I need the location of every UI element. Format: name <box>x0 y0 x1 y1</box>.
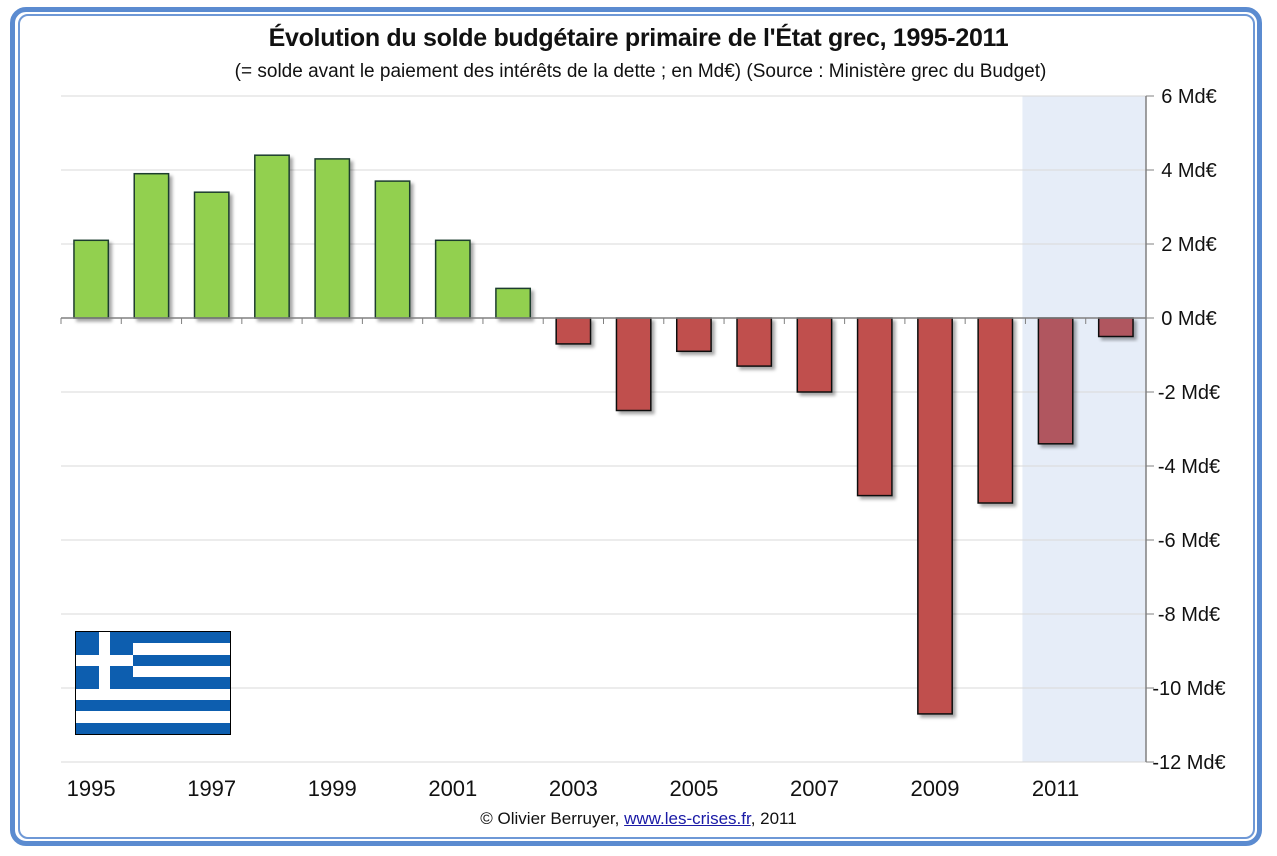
bar-2009 <box>917 317 953 715</box>
x-tick-label: 1997 <box>187 776 236 801</box>
x-tick-label: 2011 <box>1032 776 1079 801</box>
chart-frame-outer <box>10 7 1262 846</box>
bar-1996 <box>133 172 170 319</box>
x-tick-label: 2001 <box>428 776 477 801</box>
x-tick-label: 2009 <box>911 776 960 801</box>
bars <box>73 154 1134 715</box>
bar-1995 <box>73 239 110 319</box>
y-tick-label: -10 Md€ <box>1152 678 1225 700</box>
bar-2011 <box>1037 317 1074 445</box>
bar-2003 <box>555 317 592 345</box>
bar-2000 <box>374 180 411 319</box>
gridlines <box>61 95 1146 763</box>
x-tick-label: 1999 <box>308 776 357 801</box>
chart-frame-inner <box>18 14 1255 839</box>
y-tick-label: 4 Md€ <box>1161 160 1217 182</box>
footer-year: , 2011 <box>750 809 797 828</box>
x-tick-label: 2005 <box>669 776 718 801</box>
bar-2012 <box>1097 317 1134 338</box>
footer-credit: © Olivier Berruyer, www.les-crises.fr, 2… <box>0 809 1277 829</box>
chart-subtitle: (= solde avant le paiement des intérêts … <box>234 61 1047 82</box>
greek-flag-icon <box>75 631 231 735</box>
y-tick-label: -12 Md€ <box>1152 752 1225 774</box>
bar-1997 <box>193 191 230 319</box>
y-tick-label: 6 Md€ <box>1161 86 1217 108</box>
footer-link[interactable]: www.les-crises.fr <box>624 809 751 828</box>
y-tick-label: -4 Md€ <box>1158 456 1220 478</box>
tick-labels: 6 Md€ 4 Md€ 2 Md€ 0 Md€ -2 Md€ -4 Md€ -6 Md€ -8… <box>67 86 1226 801</box>
x-tick-label: 1995 <box>67 776 116 801</box>
bar-2002 <box>495 287 532 319</box>
y-tick-label: 0 Md€ <box>1161 308 1217 330</box>
x-tick-label: 2007 <box>790 776 839 801</box>
x-tick-label: 2003 <box>549 776 598 801</box>
bar-1998 <box>254 154 290 319</box>
bar-2005 <box>675 317 712 353</box>
bar-1999 <box>314 158 351 319</box>
y-tick-label: 2 Md€ <box>1161 234 1217 256</box>
bar-2006 <box>736 317 773 367</box>
chart-title: Évolution du solde budgétaire primaire d… <box>268 24 1009 52</box>
bar-2007 <box>796 317 833 393</box>
y-tick-label: -6 Md€ <box>1158 530 1220 552</box>
y-tick-label: -2 Md€ <box>1158 382 1220 404</box>
axes <box>60 95 1154 763</box>
bar-2008 <box>856 317 893 497</box>
y-tick-label: -8 Md€ <box>1158 604 1220 626</box>
footer-author: © Olivier Berruyer, <box>480 809 620 828</box>
bar-2001 <box>434 239 471 319</box>
bar-2010 <box>977 317 1014 504</box>
bar-2004 <box>615 317 652 412</box>
